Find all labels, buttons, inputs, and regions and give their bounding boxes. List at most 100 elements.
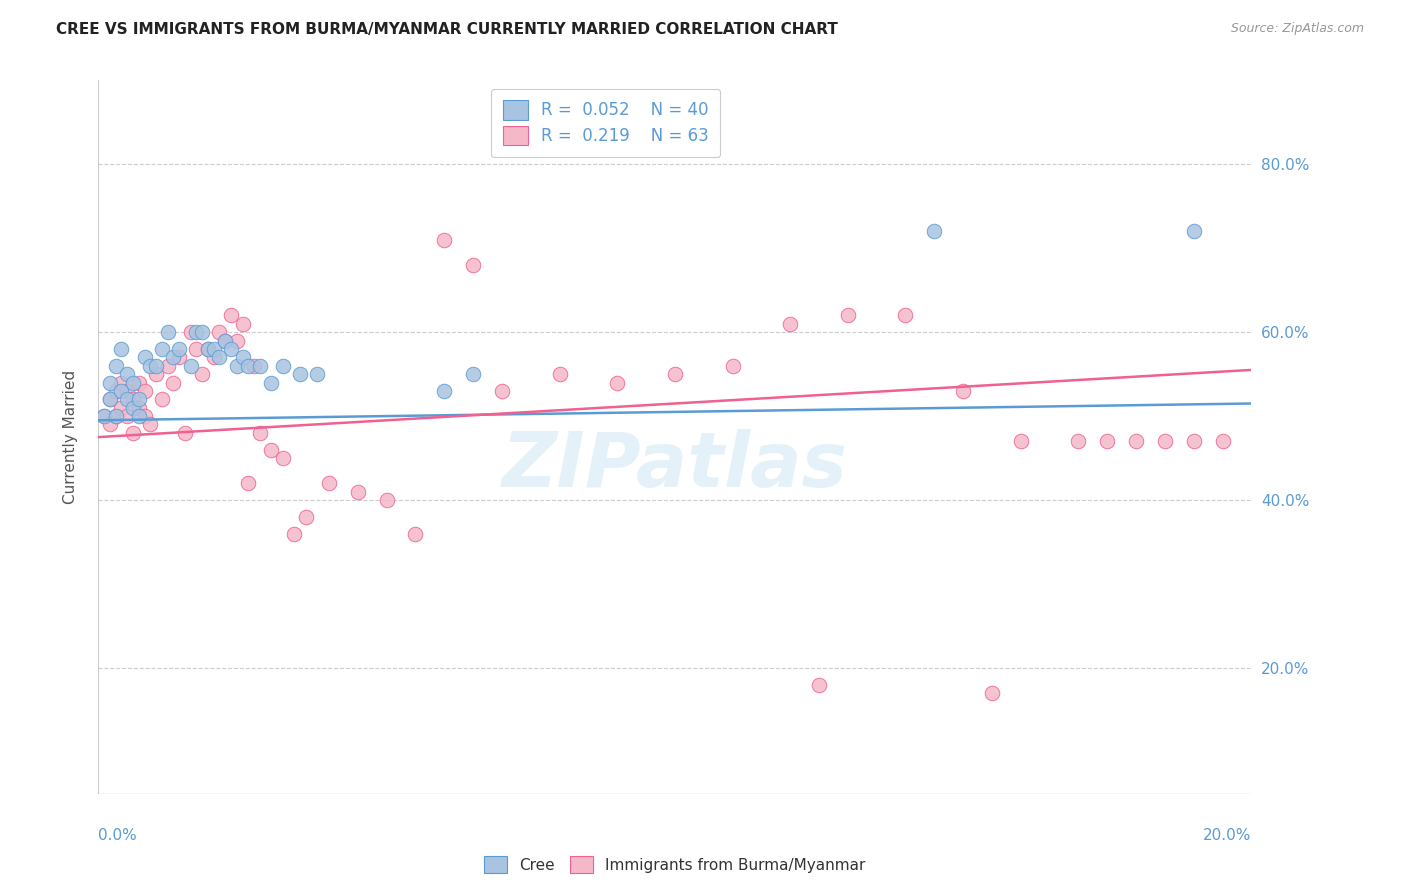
Point [122,401,145,415]
Point [110,401,132,415]
Point [721,359,744,373]
Point [110,384,132,398]
Point [837,309,859,323]
Point [1067,434,1090,449]
Point [117,409,139,423]
Point [219,342,242,356]
Point [191,325,214,339]
Point [98,417,121,432]
Point [128,409,150,423]
Point [1010,434,1032,449]
Point [167,351,190,365]
Point [1182,434,1205,449]
Point [1125,434,1147,449]
Point [122,392,145,407]
Point [260,442,283,457]
Point [271,359,294,373]
Y-axis label: Currently Married: Currently Married [63,370,77,504]
Point [186,342,208,356]
Point [150,342,173,356]
Point [134,351,156,365]
Point [1153,434,1175,449]
Point [238,359,260,373]
Text: ZIPatlas: ZIPatlas [502,429,848,502]
Point [779,317,801,331]
Point [104,409,127,423]
Point [664,367,686,381]
Point [139,359,162,373]
Text: Source: ZipAtlas.com: Source: ZipAtlas.com [1230,22,1364,36]
Point [606,376,628,390]
Point [117,384,139,398]
Point [461,258,484,272]
Point [375,493,398,508]
Point [491,384,513,398]
Point [197,342,219,356]
Point [283,526,305,541]
Point [405,526,427,541]
Point [894,309,917,323]
Point [214,334,236,348]
Point [93,409,115,423]
Point [952,384,974,398]
Point [110,376,132,390]
Legend: Cree, Immigrants from Burma/Myanmar: Cree, Immigrants from Burma/Myanmar [478,850,872,879]
Point [433,384,456,398]
Point [139,417,162,432]
Point [104,384,127,398]
Point [128,376,150,390]
Point [98,392,121,407]
Point [156,325,179,339]
Point [225,334,247,348]
Point [122,376,145,390]
Point [180,359,202,373]
Point [104,359,127,373]
Point [433,233,456,247]
Point [202,351,225,365]
Point [167,342,190,356]
Point [191,367,214,381]
Point [807,678,830,692]
Point [110,342,132,356]
Point [1097,434,1119,449]
Point [1182,224,1205,238]
Point [1212,434,1234,449]
Point [307,367,329,381]
Point [186,325,208,339]
Point [202,342,225,356]
Point [249,359,271,373]
Point [98,392,121,407]
Point [238,476,260,491]
Point [208,351,231,365]
Point [117,392,139,407]
Text: 0.0%: 0.0% [98,828,138,843]
Point [295,509,318,524]
Point [174,425,197,440]
Point [231,317,254,331]
Point [162,376,184,390]
Point [145,367,167,381]
Point [128,401,150,415]
Point [231,351,254,365]
Point [461,367,484,381]
Point [243,359,266,373]
Point [98,376,121,390]
Point [104,409,127,423]
Point [134,384,156,398]
Point [346,484,368,499]
Point [122,425,145,440]
Point [219,309,242,323]
Point [145,359,167,373]
Point [271,451,294,466]
Point [249,425,271,440]
Point [922,224,945,238]
Point [290,367,312,381]
Point [93,409,115,423]
Point [180,325,202,339]
Text: CREE VS IMMIGRANTS FROM BURMA/MYANMAR CURRENTLY MARRIED CORRELATION CHART: CREE VS IMMIGRANTS FROM BURMA/MYANMAR CU… [56,22,838,37]
Text: 20.0%: 20.0% [1204,828,1251,843]
Point [162,351,184,365]
Point [128,392,150,407]
Point [548,367,571,381]
Point [214,334,236,348]
